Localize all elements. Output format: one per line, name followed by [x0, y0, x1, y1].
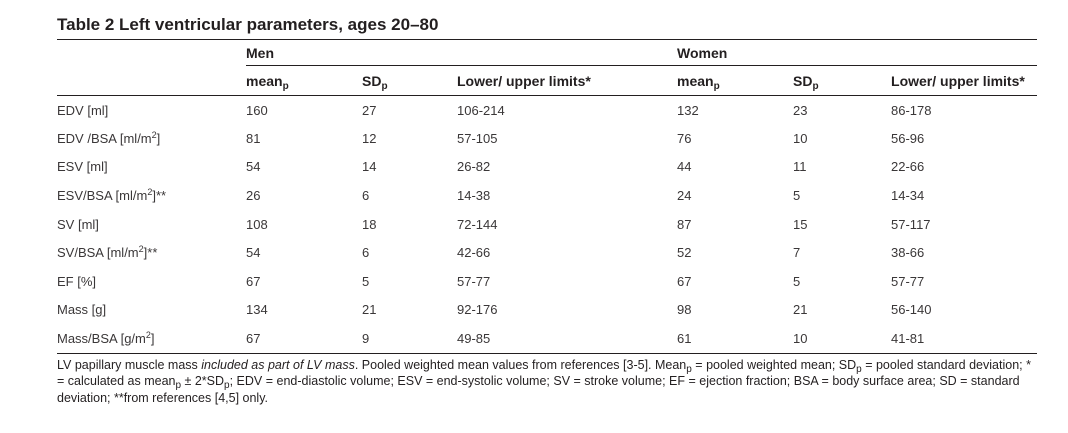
- column-header-row: meanp SDp Lower/ upper limits* meanp SDp…: [57, 65, 1038, 96]
- cell-women-sd: 5: [793, 273, 801, 289]
- cell-men-mean: 67: [246, 331, 261, 347]
- cell-women-limits: 22-66: [891, 159, 925, 175]
- cell-women-sd: 23: [793, 102, 808, 118]
- cell-men-mean: 26: [246, 188, 261, 204]
- col-header-limits-men: Lower/ upper limits*: [457, 65, 678, 96]
- col-header-mean-men: meanp: [246, 65, 362, 96]
- cell-women-limits: 56-140: [891, 302, 932, 318]
- cell-men-mean: 108: [246, 216, 268, 232]
- cell-men-limits: 92-176: [457, 302, 498, 318]
- cell-women-limits: 86-178: [891, 102, 932, 118]
- row-label: ESV/BSA [ml/m2]**: [57, 187, 167, 204]
- cell-men-mean: 160: [246, 102, 268, 118]
- cell-women-mean: 87: [677, 216, 692, 232]
- table-container: Table 2 Left ventricular parameters, age…: [57, 14, 1038, 406]
- table-row: SV/BSA [ml/m2]** 54 6 42-66 52 7 38-66: [57, 238, 1037, 267]
- table-row: Mass [g] 134 21 92-176 98 21 56-140: [57, 296, 1037, 325]
- cell-men-limits: 57-77: [457, 273, 491, 289]
- cell-men-limits: 72-144: [457, 216, 498, 232]
- cell-women-mean: 24: [677, 188, 692, 204]
- row-label: EDV /BSA [ml/m2]: [57, 129, 161, 146]
- cell-men-mean: 54: [246, 245, 261, 261]
- cell-women-sd: 11: [793, 159, 807, 175]
- cell-men-mean: 67: [246, 273, 261, 289]
- cell-women-mean: 67: [677, 273, 692, 289]
- cell-men-sd: 18: [362, 216, 377, 232]
- table-row: EDV [ml] 160 27 106-214 132 23 86-178: [57, 96, 1037, 125]
- table-row: EDV /BSA [ml/m2] 81 12 57-105 76 10 56-96: [57, 124, 1037, 153]
- cell-women-limits: 14-34: [891, 188, 925, 204]
- cell-men-limits: 26-82: [457, 159, 491, 175]
- cell-men-sd: 21: [362, 302, 377, 318]
- cell-women-mean: 44: [677, 159, 692, 175]
- cell-men-sd: 12: [362, 130, 377, 146]
- col-header-limits-women: Lower/ upper limits*: [891, 65, 1038, 96]
- cell-women-sd: 10: [793, 130, 808, 146]
- cell-women-mean: 76: [677, 130, 692, 146]
- cell-women-sd: 10: [793, 331, 808, 347]
- row-label: SV/BSA [ml/m2]**: [57, 244, 158, 261]
- cell-women-limits: 57-117: [891, 216, 931, 232]
- cell-women-mean: 52: [677, 245, 692, 261]
- cell-men-limits: 49-85: [457, 331, 491, 347]
- table-title: Table 2 Left ventricular parameters, age…: [57, 15, 439, 34]
- row-label: EDV [ml]: [57, 102, 109, 118]
- group-header-men: Men: [246, 40, 678, 66]
- cell-women-sd: 15: [793, 216, 808, 232]
- table-row: SV [ml] 108 18 72-144 87 15 57-117: [57, 210, 1037, 239]
- cell-men-limits: 57-105: [457, 130, 498, 146]
- cell-women-limits: 57-77: [891, 273, 925, 289]
- row-label: EF [%]: [57, 273, 97, 289]
- cell-men-sd: 14: [362, 159, 377, 175]
- group-header-women: Women: [677, 40, 1038, 66]
- cell-women-sd: 5: [793, 188, 801, 204]
- cell-women-sd: 7: [793, 245, 801, 261]
- bottom-rule: [57, 352, 1037, 354]
- cell-men-sd: 9: [362, 331, 370, 347]
- cell-men-mean: 54: [246, 159, 261, 175]
- table-row: Mass/BSA [g/m2] 67 9 49-85 61 10 41-81: [57, 324, 1037, 353]
- col-header-mean-women: meanp: [677, 65, 794, 96]
- cell-men-limits: 14-38: [457, 188, 491, 204]
- row-label: Mass/BSA [g/m2]: [57, 330, 155, 347]
- cell-men-limits: 42-66: [457, 245, 491, 261]
- cell-women-limits: 56-96: [891, 130, 925, 146]
- cell-men-sd: 5: [362, 273, 370, 289]
- cell-women-mean: 132: [677, 102, 699, 118]
- table-row: ESV/BSA [ml/m2]** 26 6 14-38 24 5 14-34: [57, 181, 1037, 210]
- row-label: SV [ml]: [57, 216, 99, 232]
- cell-women-mean: 98: [677, 302, 692, 318]
- table-body: EDV [ml] 160 27 106-214 132 23 86-178 EDV /BSA …: [57, 96, 1037, 353]
- row-label: Mass [g]: [57, 302, 107, 318]
- table-footnote: LV papillary muscle mass included as par…: [57, 357, 1031, 405]
- cell-women-sd: 21: [793, 302, 808, 318]
- cell-men-mean: 81: [246, 130, 261, 146]
- cell-men-sd: 27: [362, 102, 377, 118]
- col-header-sd-men: SDp: [362, 65, 457, 96]
- top-rule: [57, 39, 1037, 40]
- col-header-sd-women: SDp: [793, 65, 892, 96]
- cell-women-limits: 41-81: [891, 331, 925, 347]
- cell-men-sd: 6: [362, 245, 370, 261]
- cell-men-limits: 106-214: [457, 102, 505, 118]
- cell-men-mean: 134: [246, 302, 268, 318]
- group-header-row: Men Women: [57, 40, 1038, 66]
- parameters-table: Men Women meanp SDp Lower/ upper limits*…: [57, 40, 1038, 353]
- cell-women-limits: 38-66: [891, 245, 925, 261]
- cell-men-sd: 6: [362, 188, 370, 204]
- row-label: ESV [ml]: [57, 159, 108, 175]
- cell-women-mean: 61: [677, 331, 692, 347]
- table-row: ESV [ml] 54 14 26-82 44 11 22-66: [57, 153, 1037, 182]
- table-row: EF [%] 67 5 57-77 67 5 57-77: [57, 267, 1037, 296]
